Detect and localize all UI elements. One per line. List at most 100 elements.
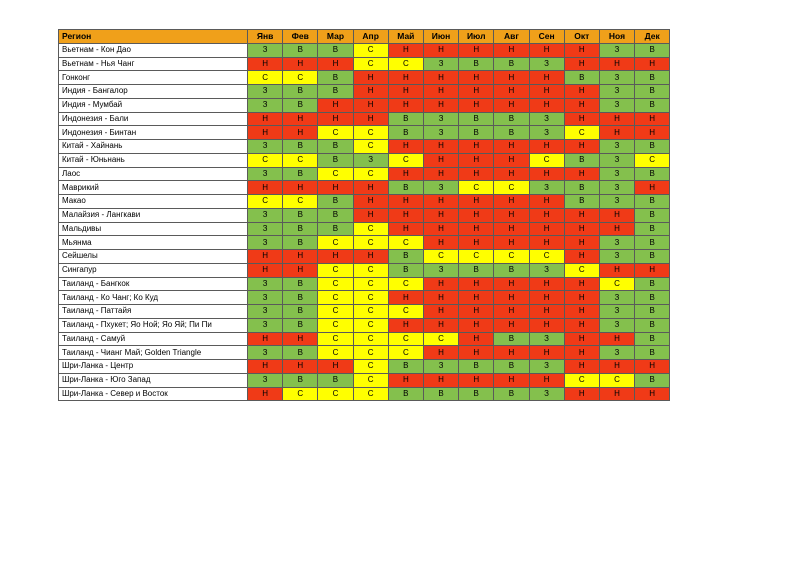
season-cell: Н — [563, 139, 600, 154]
season-cell: Н — [598, 56, 636, 72]
season-cell: В — [634, 317, 671, 333]
season-cell: Н — [246, 111, 284, 127]
table-row: Маврикий Н Н Н Н В З С С З В З Н — [58, 180, 671, 195]
season-cell: З — [246, 304, 284, 319]
table-row: Сейшелы Н Н Н Н В С С С С Н З В — [58, 249, 671, 264]
season-cell: З — [528, 386, 565, 402]
season-cell: С — [352, 166, 389, 182]
table-row: Таиланд - Самуй Н Н С С С С Н В З Н Н В — [58, 331, 671, 347]
season-cell: С — [317, 290, 354, 305]
table-row: Китай - Хайнань З В В С Н Н Н Н Н Н З В — [58, 139, 671, 154]
season-cell: Н — [563, 331, 600, 347]
table-row: Таиланд - Паттайя З В С С С Н Н Н Н Н З В — [58, 304, 671, 319]
season-cell: В — [317, 42, 354, 58]
season-cell: Н — [528, 276, 565, 292]
season-cell: З — [422, 111, 460, 127]
season-cell: Н — [563, 111, 600, 127]
season-cell: Н — [458, 345, 495, 360]
season-cell: Н — [563, 42, 600, 58]
table-row: Таиланд - Ко Чанг; Ко Куд З В С С Н Н Н Н Н Н З В — [58, 290, 671, 305]
season-cell: Н — [563, 249, 600, 264]
season-cell: Н — [246, 386, 284, 402]
season-cell: В — [563, 194, 600, 209]
season-cell: Н — [458, 70, 495, 85]
season-cell: В — [493, 262, 530, 278]
table-body: Вьетнам - Кон Дао З В В С Н Н Н Н Н Н З В Вьетнам - Н… — [58, 42, 671, 402]
season-cell: Н — [246, 262, 284, 278]
season-cell: Н — [282, 262, 319, 278]
season-cell: В — [282, 276, 319, 292]
season-cell: С — [422, 331, 460, 347]
table-row: Шри-Ланка - Центр Н Н Н С В З В В З Н Н Н — [58, 359, 671, 374]
season-cell: В — [634, 207, 671, 223]
season-cell: З — [528, 56, 565, 72]
season-cell: С — [563, 372, 600, 388]
month-header: Авг — [493, 29, 530, 44]
season-cell: Н — [528, 70, 565, 85]
season-cell: С — [598, 372, 636, 388]
region-cell: Таиланд - Бангкок — [58, 276, 248, 292]
region-column-header: Регион — [58, 29, 248, 44]
season-cell: С — [563, 262, 600, 278]
season-cell: Н — [563, 290, 600, 305]
region-cell: Таиланд - Самуй — [58, 331, 248, 347]
season-cell: З — [598, 180, 636, 195]
region-cell: Малайзия - Лангкави — [58, 207, 248, 223]
season-cell: З — [246, 345, 284, 360]
region-cell: Лаос — [58, 166, 248, 182]
season-cell: Н — [422, 84, 460, 99]
season-cell: З — [528, 359, 565, 374]
season-cell: З — [528, 125, 565, 140]
season-cell: Н — [458, 139, 495, 154]
season-cell: Н — [422, 304, 460, 319]
season-cell: Н — [352, 194, 389, 209]
season-cell: Н — [563, 317, 600, 333]
season-cell: Н — [528, 207, 565, 223]
season-cell: Н — [493, 235, 530, 250]
season-cell: Н — [387, 372, 424, 388]
season-cell: В — [282, 139, 319, 154]
season-cell: Н — [282, 359, 319, 374]
season-cell: С — [352, 290, 389, 305]
season-cell: В — [634, 42, 671, 58]
season-cell: С — [317, 235, 354, 250]
season-cell: Н — [563, 56, 600, 72]
season-cell: Н — [352, 111, 389, 127]
table-row: Таиланд - Пхукет; Яо Ной; Яо Яй; Пи Пи З В… — [58, 317, 671, 333]
season-cell: В — [387, 111, 424, 127]
season-cell: Н — [458, 221, 495, 237]
season-cell: Н — [563, 386, 600, 402]
season-cell: З — [598, 290, 636, 305]
season-cell: С — [387, 56, 424, 72]
region-cell: Индонезия - Бинтан — [58, 125, 248, 140]
season-cell: Н — [422, 97, 460, 113]
season-cell: Н — [528, 97, 565, 113]
season-cell: Н — [352, 180, 389, 195]
season-cell: Н — [493, 42, 530, 58]
season-cell: Н — [458, 372, 495, 388]
table-row: Сингапур Н Н С С В З В В З С Н Н — [58, 262, 671, 278]
table-row: Таиланд - Бангкок З В С С С Н Н Н Н Н С В — [58, 276, 671, 292]
season-cell: Н — [246, 56, 284, 72]
season-cell: В — [458, 56, 495, 72]
season-cell: С — [598, 276, 636, 292]
season-cell: С — [387, 152, 424, 168]
season-cell: Н — [634, 262, 671, 278]
table-row: Индонезия - Бали Н Н Н Н В З В В З Н Н Н — [58, 111, 671, 127]
season-cell: В — [634, 97, 671, 113]
region-cell: Таиланд - Ко Чанг; Ко Куд — [58, 290, 248, 305]
season-cell: Н — [387, 221, 424, 237]
table-row: Лаос З В С С Н Н Н Н Н Н З В — [58, 166, 671, 182]
season-cell: В — [282, 290, 319, 305]
season-cell: Н — [493, 84, 530, 99]
season-cell: Н — [282, 249, 319, 264]
season-cell: Н — [563, 235, 600, 250]
season-cell: З — [528, 111, 565, 127]
season-cell: Н — [528, 317, 565, 333]
season-cell: Н — [563, 166, 600, 182]
season-cell: Н — [458, 235, 495, 250]
season-cell: Н — [422, 372, 460, 388]
season-cell: З — [598, 152, 636, 168]
season-cell: В — [387, 125, 424, 140]
season-cell: Н — [493, 166, 530, 182]
